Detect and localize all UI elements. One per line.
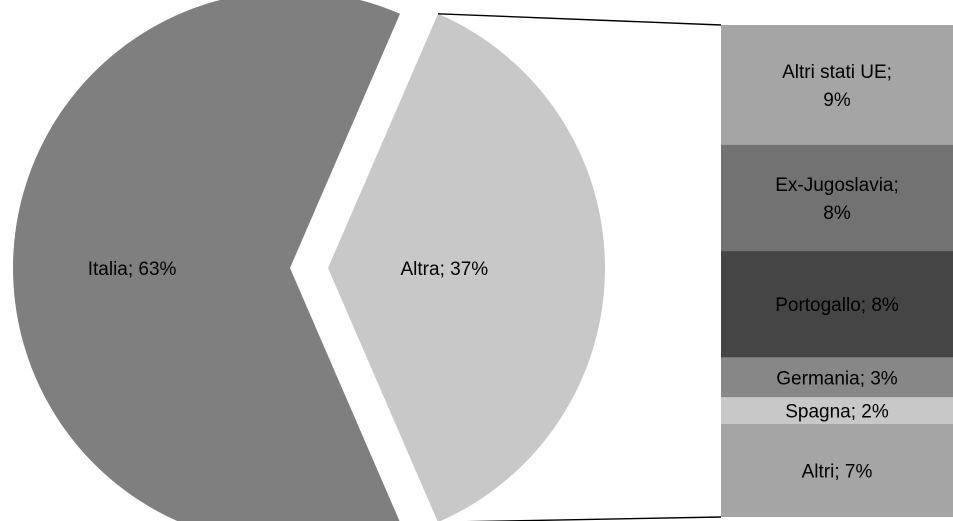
bar-segment-germania bbox=[721, 357, 953, 398]
pie-slice-altra bbox=[328, 13, 605, 521]
pie-label-italia: Italia; 63% bbox=[88, 259, 177, 280]
bar-label-portogallo: Portogallo; 8% bbox=[775, 295, 899, 316]
bar-label-spagna: Spagna; 2% bbox=[785, 402, 889, 423]
pie: Altra; 37% Italia; 63% bbox=[12, 0, 605, 521]
pie-label-altra: Altra; 37% bbox=[401, 259, 489, 280]
bar-segment-ex-jugoslavia bbox=[721, 144, 953, 252]
bar-label-altri: Altri; 7% bbox=[802, 461, 873, 482]
bar-segment-portogallo bbox=[721, 251, 953, 358]
bar-label-germania: Germania; 3% bbox=[776, 368, 898, 389]
bar-segment-altri-stati-ue bbox=[721, 25, 953, 145]
pie-slice-italia bbox=[12, 0, 401, 521]
bar-segment-spagna bbox=[721, 397, 953, 424]
bar-segment-altri bbox=[721, 423, 953, 517]
connector-line-bottom bbox=[466, 516, 722, 521]
connector-lines bbox=[437, 13, 722, 521]
bar-label-ex-jugoslavia: Ex-Jugoslavia; 8% bbox=[775, 175, 899, 224]
bar-label-altri-stati-ue: Altri stati UE; 9% bbox=[782, 62, 892, 111]
stacked-bar: Altri stati UE; 9% Ex-Jugoslavia; 8% Portoga… bbox=[721, 25, 953, 517]
connector-line-top bbox=[437, 13, 722, 26]
